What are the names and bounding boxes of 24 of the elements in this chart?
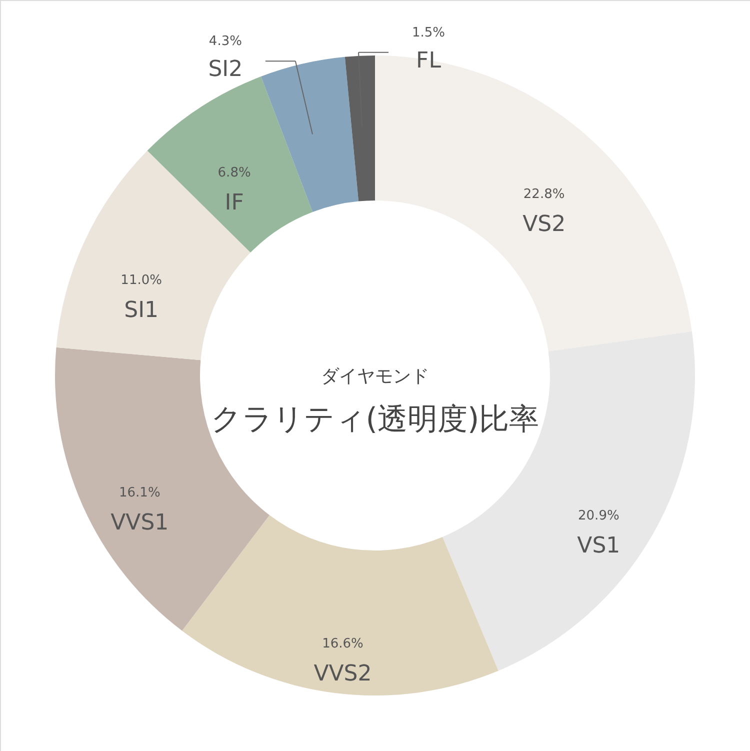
data-label: 20.9% bbox=[578, 508, 620, 524]
donut-slice bbox=[55, 347, 270, 631]
donut-slice bbox=[56, 150, 250, 360]
donut-slice bbox=[260, 56, 359, 212]
data-label: 16.1% bbox=[118, 485, 160, 500]
data-label: 11.0% bbox=[120, 272, 162, 288]
slice-label: VVS2 bbox=[314, 661, 372, 686]
data-label: 16.6% bbox=[322, 636, 364, 652]
donut-slice bbox=[147, 76, 313, 253]
data-label: 6.8% bbox=[218, 165, 251, 180]
legend-label: FL bbox=[416, 48, 442, 74]
text: ダイヤモンド bbox=[321, 366, 429, 387]
donut-slice bbox=[182, 515, 498, 696]
slice-label: SI1 bbox=[124, 298, 159, 323]
data-label: 22.8% bbox=[523, 186, 565, 202]
donut-slice bbox=[344, 56, 375, 202]
data-label: 4.3% bbox=[208, 34, 242, 50]
slice-label: VS2 bbox=[522, 212, 566, 237]
slice-label: VS1 bbox=[577, 534, 620, 559]
slice-label: SI2 bbox=[208, 57, 243, 82]
slice-label: IF bbox=[224, 190, 244, 216]
slice-label: VVS1 bbox=[110, 510, 169, 536]
data-label: 1.5% bbox=[412, 25, 446, 40]
text: クラリティ(透明度)比率 bbox=[210, 402, 540, 437]
